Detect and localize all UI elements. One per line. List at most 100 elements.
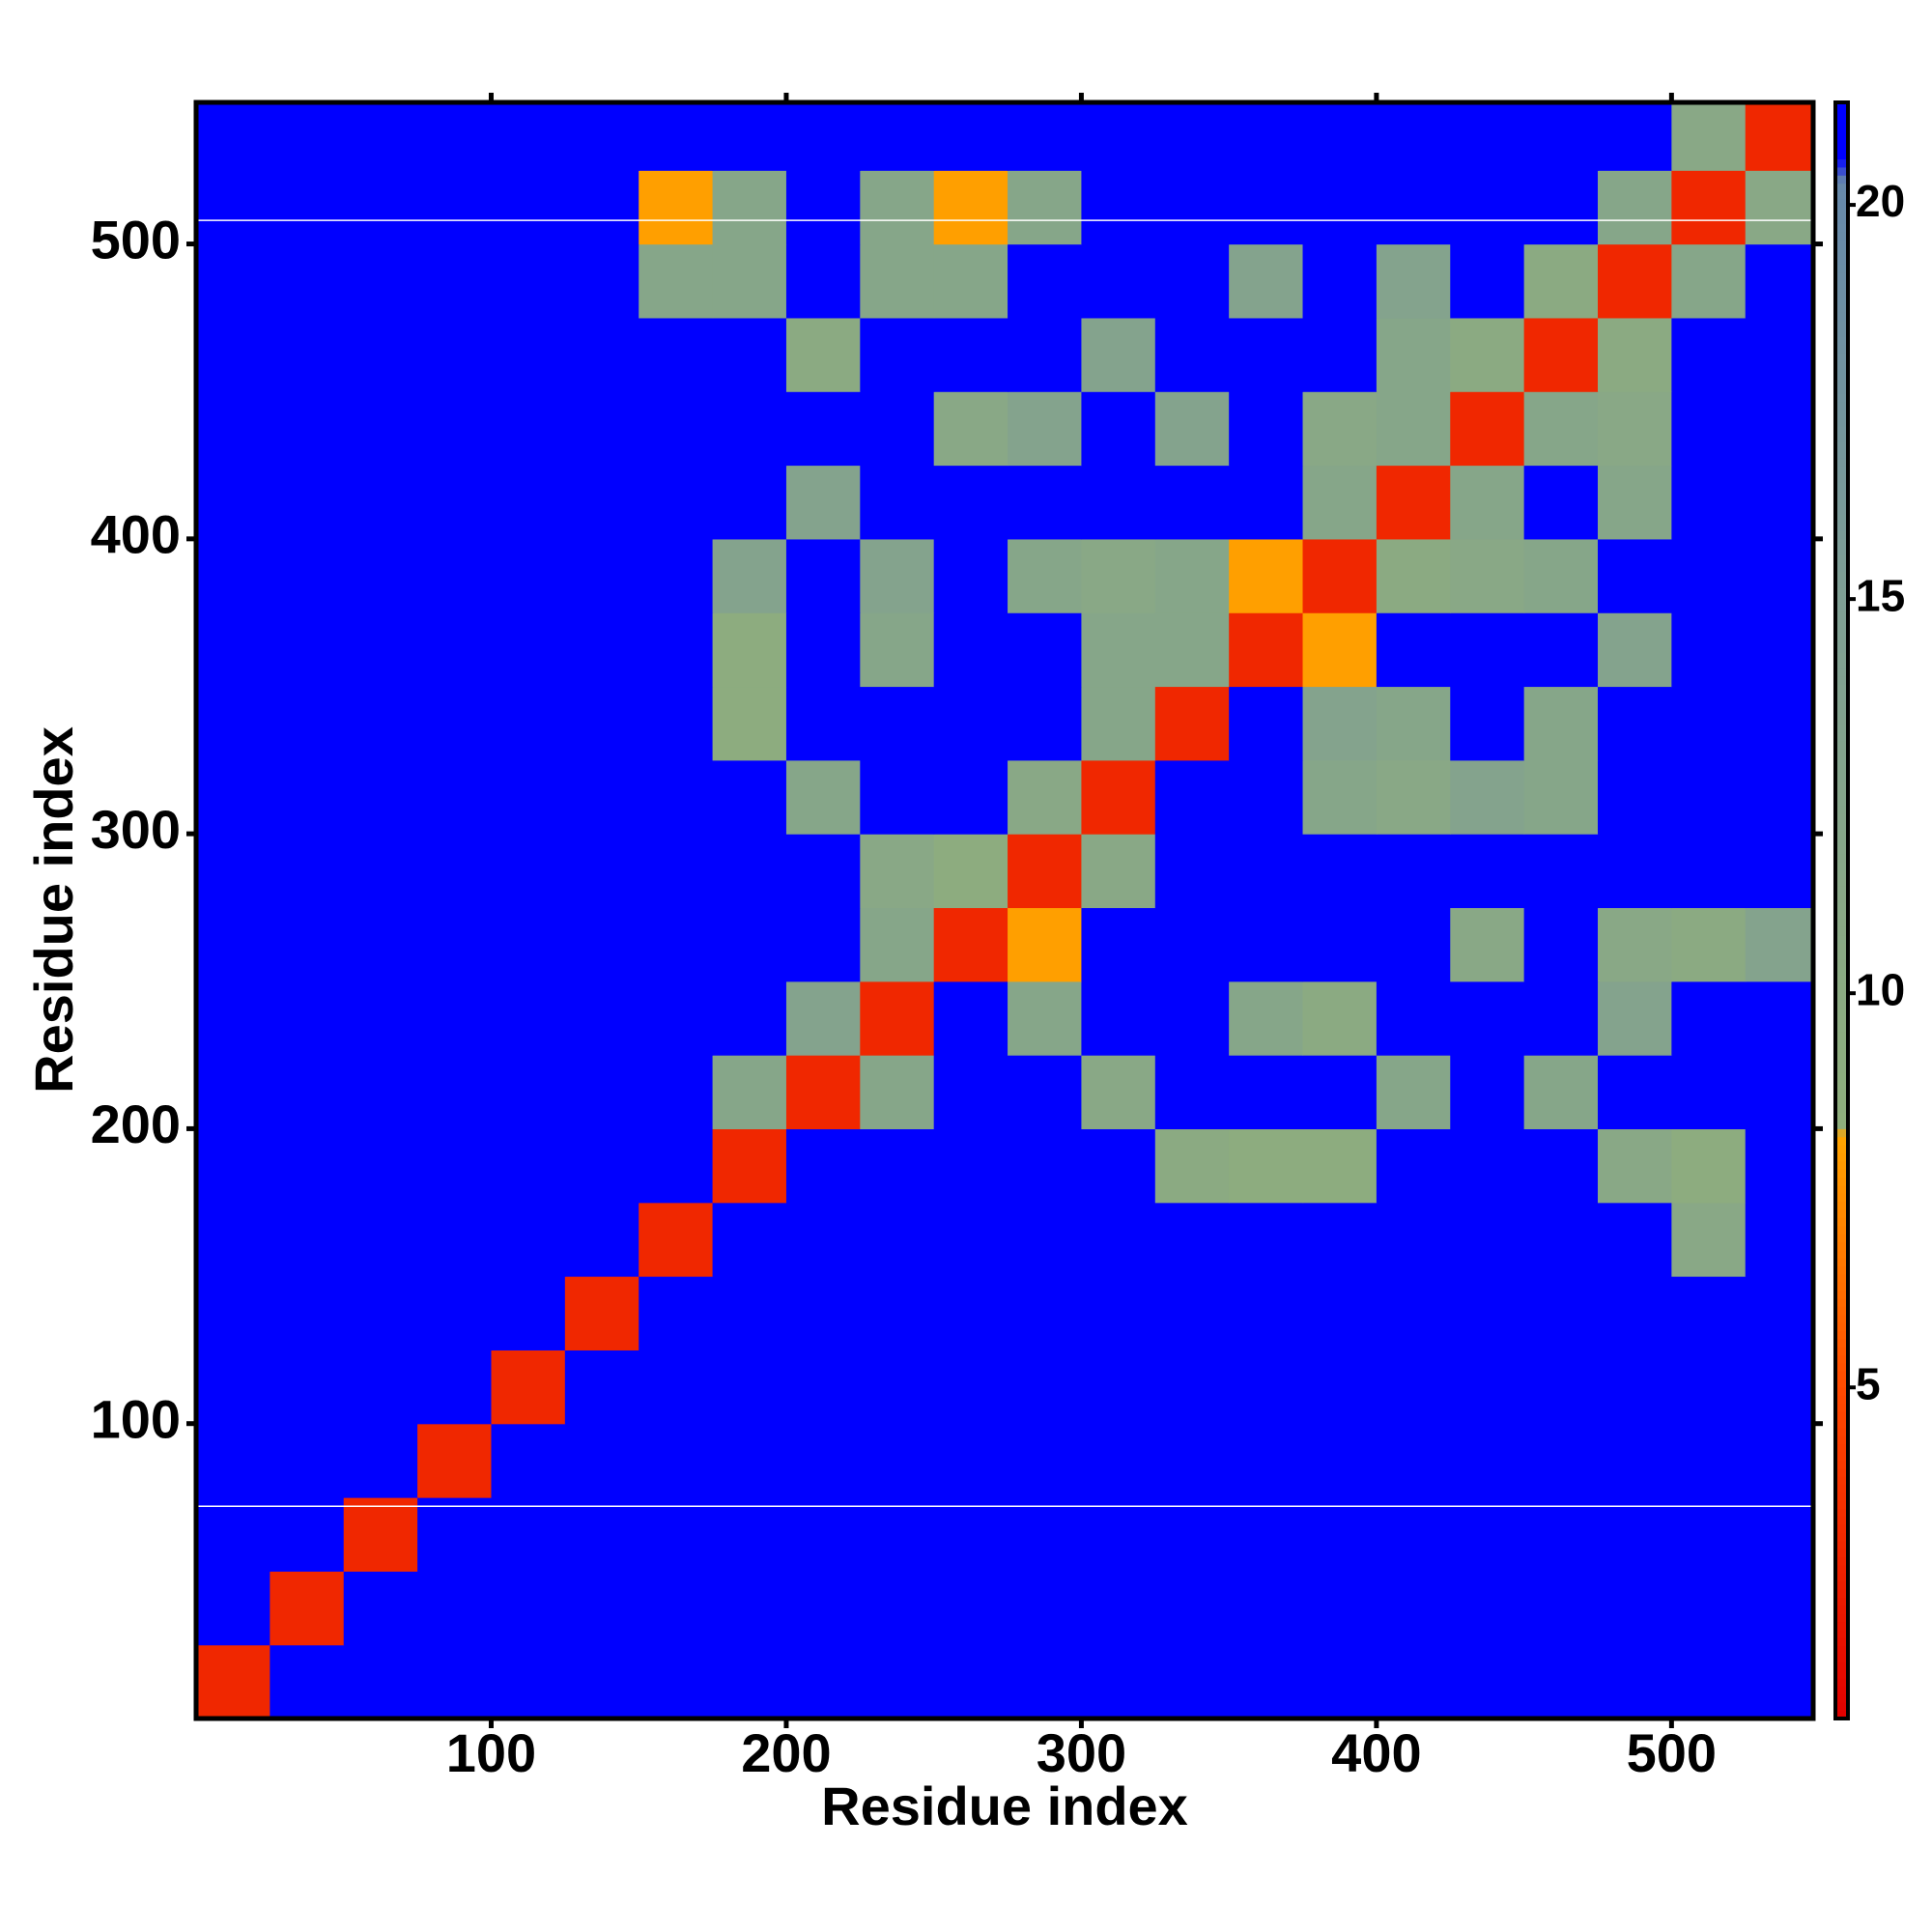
heatmap-cell: [1671, 1276, 1747, 1350]
colorbar-segment: [1835, 1217, 1848, 1227]
heatmap-cell: [417, 465, 493, 540]
heatmap-cell: [491, 1055, 566, 1130]
heatmap-cell: [860, 980, 935, 1056]
heatmap-cell: [1745, 317, 1813, 392]
heatmap-cell: [196, 538, 270, 613]
colorbar-segment: [1835, 1371, 1848, 1380]
heatmap-cell: [785, 980, 861, 1056]
heatmap-cell: [1598, 686, 1672, 761]
heatmap-cell: [860, 612, 935, 688]
heatmap-cell: [860, 759, 935, 835]
heatmap-cell: [1671, 465, 1747, 540]
heatmap-cell: [343, 907, 418, 982]
colorbar-segment: [1835, 1589, 1848, 1599]
x-tick-label: 200: [741, 1722, 831, 1783]
heatmap-cell: [1302, 1423, 1378, 1498]
heatmap-cell: [1008, 170, 1083, 245]
heatmap-cell: [1671, 759, 1747, 835]
heatmap-cell: [1376, 538, 1451, 613]
colorbar-segment: [1835, 1621, 1848, 1631]
heatmap-cell: [1523, 1350, 1599, 1425]
heatmap-cell: [1671, 1128, 1747, 1204]
colorbar-segment: [1835, 1282, 1848, 1292]
heatmap-cell: [1745, 834, 1813, 909]
heatmap-cell: [1598, 1350, 1672, 1425]
heatmap-cell: [1302, 102, 1378, 171]
colorbar-segment: [1835, 740, 1848, 750]
colorbar-segment: [1835, 926, 1848, 936]
heatmap-cell: [343, 1423, 418, 1498]
colorbar-segment: [1835, 579, 1848, 588]
heatmap-cell: [1598, 1497, 1672, 1572]
heatmap-cell: [933, 980, 1009, 1056]
heatmap-cell: [1081, 317, 1156, 392]
colorbar-segment: [1835, 344, 1848, 354]
heatmap-cell: [564, 686, 639, 761]
heatmap-cell: [860, 907, 935, 982]
heatmap-cell: [417, 170, 493, 245]
colorbar-segment: [1835, 627, 1848, 637]
heatmap-cell: [1376, 759, 1451, 835]
colorbar-segment: [1835, 1540, 1848, 1549]
colorbar-segment: [1835, 1427, 1848, 1436]
heatmap-cell: [1450, 1497, 1525, 1572]
colorbar-segment: [1835, 1654, 1848, 1662]
heatmap-cell: [1376, 465, 1451, 540]
heatmap-cell: [1671, 1202, 1747, 1277]
colorbar-segment: [1835, 1580, 1848, 1590]
heatmap-cell: [860, 243, 935, 319]
heatmap-cell: [639, 1350, 714, 1425]
heatmap-cell: [564, 612, 639, 688]
heatmap-cell: [1302, 1202, 1378, 1277]
heatmap-cell: [1450, 1276, 1525, 1350]
colorbar-segment: [1835, 183, 1848, 192]
heatmap-cell: [343, 1497, 418, 1572]
colorbar-segment: [1835, 805, 1848, 814]
heatmap-cell: [1302, 538, 1378, 613]
heatmap-cell: [491, 243, 566, 319]
heatmap-cell: [1523, 465, 1599, 540]
colorbar-segment: [1835, 1516, 1848, 1525]
colorbar-segment: [1835, 749, 1848, 758]
colorbar-segment: [1835, 127, 1848, 135]
colorbar-segment: [1835, 1597, 1848, 1606]
heatmap-cell: [860, 686, 935, 761]
heatmap-cell: [1229, 317, 1304, 392]
heatmap-cell: [417, 1350, 493, 1425]
heatmap-cell: [933, 1644, 1009, 1719]
heatmap-cell: [933, 1350, 1009, 1425]
heatmap-cell: [270, 980, 345, 1056]
heatmap-cell: [1745, 1423, 1813, 1498]
colorbar-segment: [1835, 1645, 1848, 1655]
colorbar-segment: [1835, 1007, 1848, 1016]
heatmap-cell: [196, 759, 270, 835]
colorbar-segment: [1835, 684, 1848, 694]
colorbar-segment: [1835, 497, 1848, 507]
colorbar-segment: [1835, 466, 1848, 475]
heatmap-cell: [1229, 1276, 1304, 1350]
heatmap-cell: [712, 170, 787, 245]
heatmap-cell: [1302, 243, 1378, 319]
heatmap-cell: [639, 243, 714, 319]
heatmap-cell: [1008, 391, 1083, 467]
heatmap-cell: [417, 612, 493, 688]
colorbar-segment: [1835, 562, 1848, 572]
heatmap-cell: [564, 1497, 639, 1572]
heatmap-cell: [1081, 1276, 1156, 1350]
colorbar-segment: [1835, 1234, 1848, 1242]
heatmap-cell: [933, 317, 1009, 392]
heatmap-cell: [1229, 686, 1304, 761]
heatmap-cell: [1302, 907, 1378, 982]
heatmap-cell: [639, 686, 714, 761]
heatmap-cell: [1745, 243, 1813, 319]
heatmap-cell: [417, 907, 493, 982]
colorbar-segment: [1835, 967, 1848, 976]
colorbar-segment: [1835, 1298, 1848, 1307]
colorbar-segment: [1835, 1492, 1848, 1501]
heatmap-cell: [1154, 1571, 1230, 1646]
heatmap-cell: [564, 834, 639, 909]
heatmap-cell: [564, 1202, 639, 1277]
colorbar-segment: [1835, 1395, 1848, 1405]
colorbar-segment: [1835, 732, 1848, 742]
heatmap-cell: [491, 686, 566, 761]
